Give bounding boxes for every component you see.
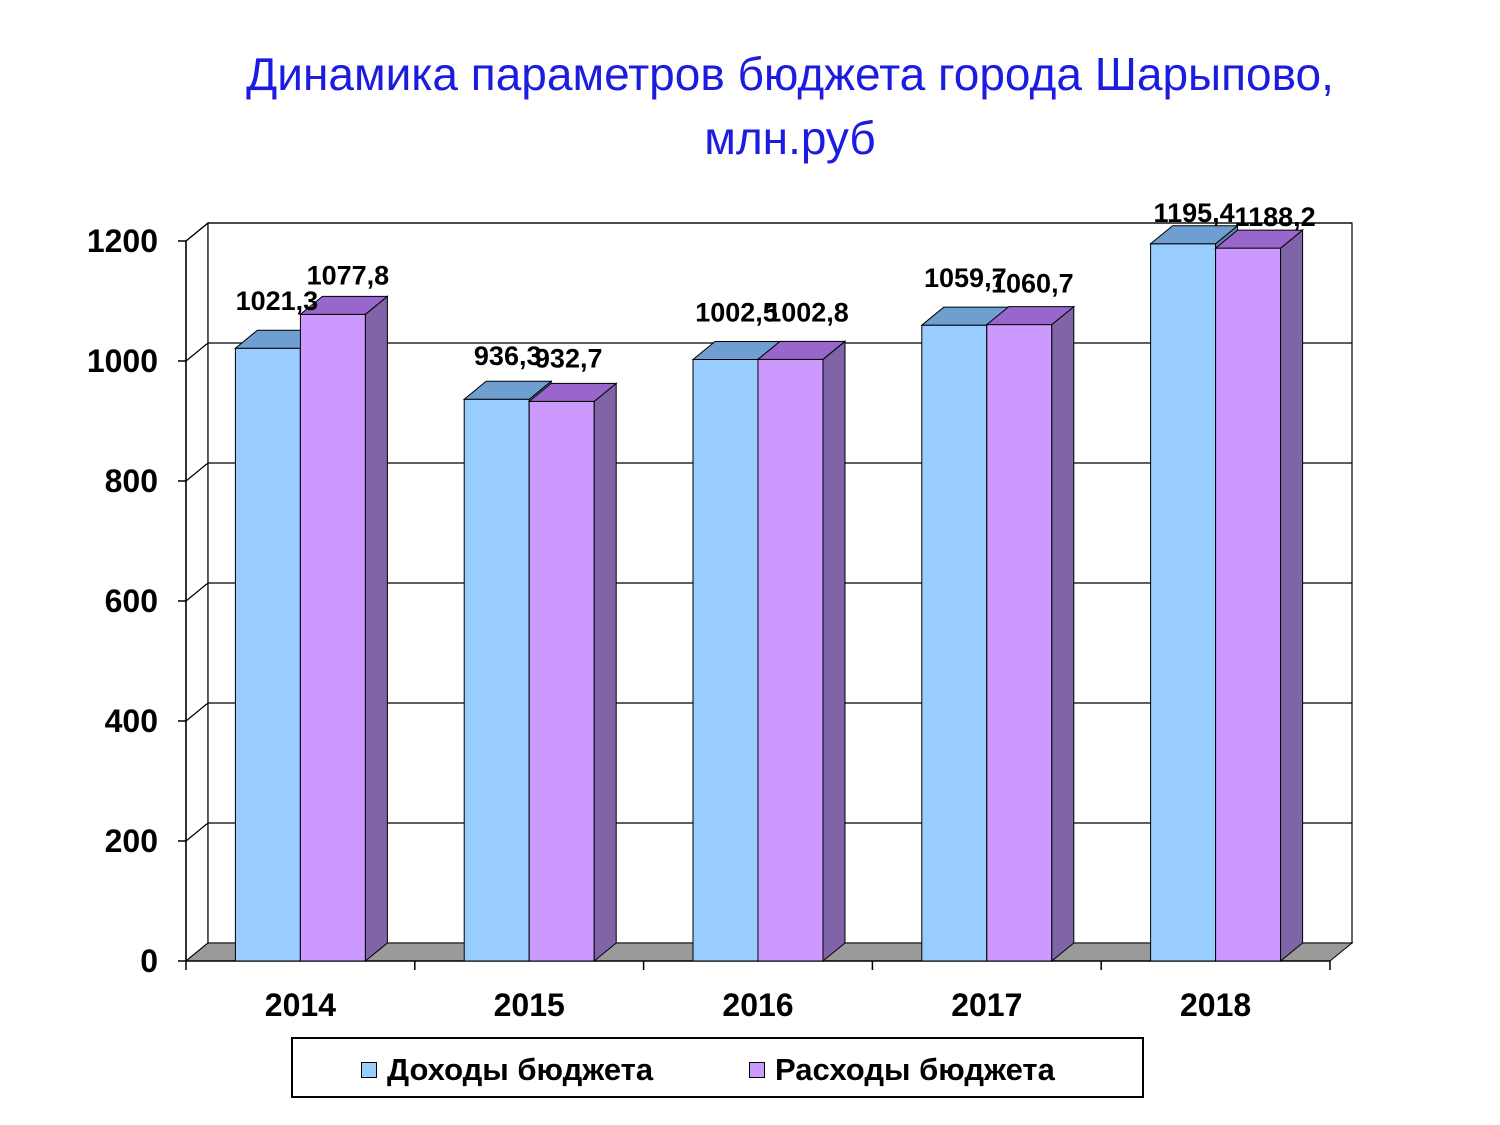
data-label: 1195,4 <box>1154 198 1235 228</box>
bar-expense-side <box>1280 229 1304 963</box>
bar-income <box>1150 243 1217 962</box>
bar-expense <box>299 313 366 962</box>
bar-income <box>234 347 301 962</box>
legend-swatch-expense <box>749 1062 765 1078</box>
gridline-diagonal <box>185 342 209 362</box>
data-label: 1002,5 <box>695 298 778 328</box>
bar-expense <box>528 400 595 962</box>
bar-expense-side <box>364 295 388 963</box>
bar-expense-side <box>1051 305 1075 963</box>
bar-income-top <box>1149 225 1240 245</box>
x-tick-label: 2016 <box>722 987 793 1023</box>
chart-title-line-1: Динамика параметров бюджета города Шарып… <box>246 48 1334 100</box>
data-label: 936,3 <box>474 341 542 371</box>
bar-income <box>692 359 759 962</box>
bar-expense-side <box>822 340 846 963</box>
bar-expense-top <box>298 295 389 315</box>
bar-expense-top <box>1214 229 1305 249</box>
legend-item-expense: Расходы бюджета <box>749 1052 1055 1088</box>
gridline-diagonal <box>185 582 209 602</box>
data-label: 1059,7 <box>924 263 1007 293</box>
y-tick-label: 200 <box>105 823 158 859</box>
data-label: 1060,7 <box>991 269 1074 299</box>
x-tick-label: 2017 <box>951 987 1022 1023</box>
bar-expense-top <box>756 340 847 360</box>
bar-income <box>921 324 988 962</box>
legend-label-income: Доходы бюджета <box>387 1052 654 1087</box>
legend-swatch-income <box>361 1062 377 1078</box>
bar-income-top <box>462 380 553 400</box>
legend-label-expense: Расходы бюджета <box>775 1052 1055 1087</box>
x-tick-label: 2018 <box>1180 987 1251 1023</box>
y-tick-label: 800 <box>105 463 158 499</box>
bar-expense-side <box>593 382 617 963</box>
y-tick-label: 400 <box>105 703 158 739</box>
chart-title-line-2: млн.руб <box>704 112 876 164</box>
y-tick-label: 0 <box>140 943 158 979</box>
x-tick-label: 2015 <box>494 987 565 1023</box>
gridline-diagonal <box>185 222 209 242</box>
legend-item-income: Доходы бюджета <box>361 1052 653 1088</box>
y-tick-label: 1000 <box>87 343 158 379</box>
chart-title: Динамика параметров бюджета города Шарып… <box>0 42 1500 170</box>
gridline-diagonal <box>185 462 209 482</box>
gridline-diagonal <box>185 702 209 722</box>
bar-expense <box>986 324 1053 962</box>
gridline-diagonal <box>185 822 209 842</box>
bar-expense-top <box>527 382 618 402</box>
x-tick-label: 2014 <box>265 987 336 1023</box>
data-label: 1002,8 <box>766 297 849 327</box>
data-label: 1077,8 <box>307 260 390 290</box>
bar-expense <box>1215 247 1282 962</box>
bar-income <box>463 398 530 962</box>
data-label: 932,7 <box>535 343 603 373</box>
bar-expense-top <box>985 306 1076 326</box>
y-tick-label: 600 <box>105 583 158 619</box>
data-label: 1188,2 <box>1235 202 1316 232</box>
chart-legend: Доходы бюджета Расходы бюджета <box>291 1037 1144 1098</box>
y-tick-label: 1200 <box>87 223 158 259</box>
bar-expense <box>757 358 824 962</box>
data-label: 1021,3 <box>236 286 319 316</box>
